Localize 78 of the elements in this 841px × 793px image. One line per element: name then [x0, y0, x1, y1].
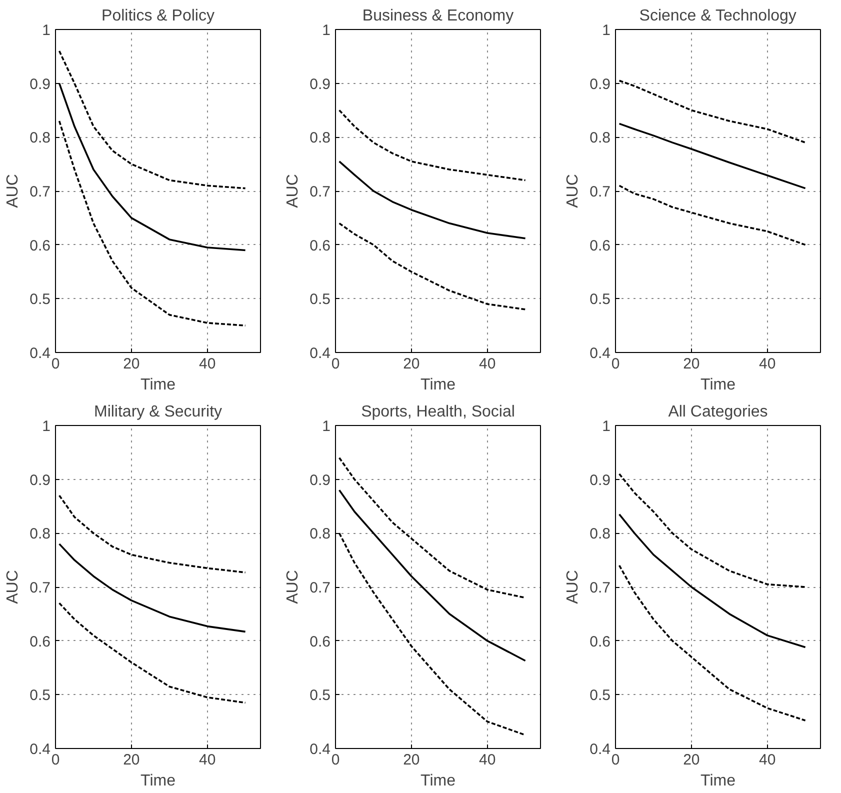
y-tick-label: 0.4	[30, 741, 51, 758]
y-tick-label: 0.7	[310, 184, 331, 200]
y-tick-label: 0.8	[590, 526, 611, 543]
x-tick-label: 0	[611, 356, 620, 372]
y-tick-label: 0.6	[590, 633, 611, 650]
y-tick-label: 0.5	[30, 291, 51, 308]
y-axis-title: AUC	[4, 570, 22, 604]
y-tick-label: 0.5	[590, 291, 611, 308]
y-tick-label: 0.8	[310, 526, 331, 543]
x-tick-label: 20	[403, 752, 420, 768]
x-tick-label: 0	[331, 356, 340, 372]
y-tick-label: 0.6	[310, 237, 331, 254]
x-tick-label: 40	[479, 356, 496, 372]
x-tick-label: 40	[199, 356, 216, 372]
y-tick-label: 1	[322, 22, 330, 39]
y-tick-label: 0.4	[310, 741, 331, 758]
y-tick-label: 0.9	[590, 472, 611, 489]
x-axis-title: Time	[700, 772, 736, 790]
y-tick-label: 0.8	[30, 526, 51, 543]
x-tick-label: 0	[331, 752, 340, 768]
x-tick-label: 20	[683, 356, 700, 372]
x-tick-label: 40	[199, 752, 216, 768]
y-tick-label: 0.6	[590, 237, 611, 254]
y-tick-label: 0.4	[590, 345, 611, 362]
y-tick-label: 0.7	[30, 580, 51, 596]
y-tick-label: 0.6	[310, 633, 331, 650]
chart-title: Science & Technology	[639, 8, 796, 24]
y-tick-label: 0.9	[310, 472, 331, 489]
x-tick-label: 0	[51, 752, 60, 768]
y-axis-title: AUC	[564, 570, 582, 604]
y-tick-label: 0.8	[310, 130, 331, 147]
y-axis-title: AUC	[564, 174, 582, 208]
y-tick-label: 0.6	[30, 237, 51, 254]
y-tick-label: 1	[602, 418, 610, 435]
chart-title: All Categories	[668, 404, 768, 420]
y-tick-label: 0.5	[310, 291, 331, 308]
y-tick-label: 0.7	[30, 184, 51, 200]
y-tick-label: 1	[42, 22, 50, 39]
y-axis-title: AUC	[4, 174, 22, 208]
y-tick-label: 0.8	[30, 130, 51, 147]
y-tick-label: 0.5	[310, 687, 331, 704]
x-axis-title: Time	[140, 376, 176, 394]
y-tick-label: 0.9	[30, 472, 51, 489]
y-tick-label: 1	[322, 418, 330, 435]
y-tick-label: 0.4	[590, 741, 611, 758]
x-axis-title: Time	[140, 772, 176, 790]
y-tick-label: 0.6	[30, 633, 51, 650]
x-axis-title: Time	[420, 772, 456, 790]
y-axis-title: AUC	[284, 174, 302, 208]
y-tick-label: 0.7	[590, 184, 611, 200]
x-tick-label: 20	[403, 356, 420, 372]
x-tick-label: 0	[51, 356, 60, 372]
y-tick-label: 0.9	[310, 76, 331, 93]
y-tick-label: 0.4	[310, 345, 331, 362]
y-tick-label: 0.8	[590, 130, 611, 147]
chart-title: Military & Security	[94, 404, 222, 420]
y-tick-label: 0.7	[590, 580, 611, 596]
x-tick-label: 40	[759, 356, 776, 372]
y-tick-label: 1	[42, 418, 50, 435]
y-tick-label: 0.9	[30, 76, 51, 93]
x-axis-title: Time	[420, 376, 456, 394]
x-tick-label: 40	[759, 752, 776, 768]
y-axis-title: AUC	[284, 570, 302, 604]
chart-title: Business & Economy	[362, 8, 514, 24]
x-tick-label: 0	[611, 752, 620, 768]
x-tick-label: 20	[123, 752, 140, 768]
y-tick-label: 0.9	[590, 76, 611, 93]
x-tick-label: 20	[123, 356, 140, 372]
x-tick-label: 20	[683, 752, 700, 768]
y-tick-label: 0.4	[30, 345, 51, 362]
y-tick-label: 1	[602, 22, 610, 39]
y-tick-label: 0.5	[30, 687, 51, 704]
chart-title: Sports, Health, Social	[361, 404, 515, 420]
chart-title: Politics & Policy	[102, 8, 214, 24]
y-tick-label: 0.5	[590, 687, 611, 704]
y-tick-label: 0.7	[310, 580, 331, 596]
x-axis-title: Time	[700, 376, 736, 394]
x-tick-label: 40	[479, 752, 496, 768]
